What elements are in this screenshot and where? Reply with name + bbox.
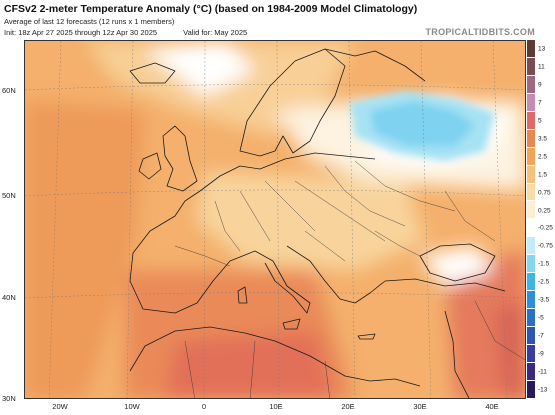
finland-coast xyxy=(324,48,426,82)
color-scale-swatch xyxy=(527,273,535,292)
iceland-coast xyxy=(129,62,176,84)
color-scale-label: -5 xyxy=(538,314,544,322)
color-scale-label: 1.5 xyxy=(538,171,548,179)
map-header: CFSv2 2-meter Temperature Anomaly (°C) (… xyxy=(0,0,555,40)
sicily-coast xyxy=(282,318,301,330)
color-scale-swatch xyxy=(527,40,535,58)
color-scale-label: -13 xyxy=(538,386,548,394)
color-scale-swatch xyxy=(527,362,535,381)
lon-label-10w: 10W xyxy=(124,402,140,411)
color-scale-label: -0.75 xyxy=(538,242,553,250)
great-britain-coast xyxy=(162,125,198,192)
color-scale-swatch xyxy=(527,291,535,310)
ireland-coast xyxy=(138,152,162,180)
lon-label-20e: 20E xyxy=(341,402,355,411)
init-text: Init: 18z Apr 27 2025 through 12z Apr 30… xyxy=(4,28,158,37)
color-scale-label: 3.5 xyxy=(538,135,548,143)
lon-label-40e: 40E xyxy=(485,402,499,411)
central-europe-light xyxy=(195,171,425,271)
crete-coast xyxy=(357,333,376,340)
color-scale-swatch xyxy=(527,309,535,327)
atlantic-warm-region xyxy=(25,101,145,398)
color-scale-label: 0.75 xyxy=(538,189,551,197)
cold-anomaly-core xyxy=(370,101,475,146)
color-scale-label: 11 xyxy=(538,63,545,71)
color-scale-swatch xyxy=(527,129,535,148)
color-scale-label: 7 xyxy=(538,99,542,107)
init-valid-line: Init: 18z Apr 27 2025 through 12z Apr 30… xyxy=(4,28,247,37)
color-scale-label: 13 xyxy=(538,45,546,53)
color-scale-swatch xyxy=(527,380,535,399)
iberia-france-coast xyxy=(129,200,256,314)
color-scale-label: 0.25 xyxy=(538,207,551,215)
anatolia-coast xyxy=(384,278,506,292)
color-scale-label: -7 xyxy=(538,332,544,340)
north-europe-coast xyxy=(184,152,376,202)
lat-label-40n: 40N xyxy=(2,293,16,302)
graticule xyxy=(25,41,525,398)
anomaly-map xyxy=(24,40,526,399)
lat-label-60n: 60N xyxy=(2,86,16,95)
color-scale-label: 9 xyxy=(538,81,542,89)
color-scale-label: -2.5 xyxy=(538,278,550,286)
corsica-sardinia-coast xyxy=(237,286,248,304)
arabia-hot-region xyxy=(495,301,525,398)
black-sea-coast xyxy=(419,243,496,282)
color-scale-swatch xyxy=(527,255,535,274)
levant-coast xyxy=(444,310,470,398)
color-scale-label: -0.25 xyxy=(538,224,553,232)
color-scale-label: -3.5 xyxy=(538,296,550,304)
scandinavia-coast xyxy=(239,48,346,157)
color-scale-swatch xyxy=(527,201,535,220)
brand-watermark[interactable]: TROPICALTIDBITS.COM xyxy=(425,27,535,37)
sahara-hot-region xyxy=(165,331,335,398)
lon-label-30e: 30E xyxy=(413,402,427,411)
color-scale-swatch xyxy=(527,165,535,184)
map-title: CFSv2 2-meter Temperature Anomaly (°C) (… xyxy=(4,3,418,15)
lat-label-50n: 50N xyxy=(2,191,16,200)
color-scale-swatch xyxy=(527,57,535,76)
color-scale-bar xyxy=(527,40,535,399)
color-scale-swatch xyxy=(527,344,535,363)
lon-label-20w: 20W xyxy=(52,402,68,411)
north-africa-coast xyxy=(129,326,421,387)
color-scale-swatch xyxy=(527,219,535,238)
lat-label-30n: 30N xyxy=(2,394,16,403)
color-scale-swatch xyxy=(527,237,535,256)
lon-label-0: 0 xyxy=(201,402,207,411)
color-scale-swatch xyxy=(527,75,535,94)
color-scale-swatch xyxy=(527,93,535,112)
color-scale-label: 2.5 xyxy=(538,153,548,161)
color-scale-label: -9 xyxy=(538,350,544,358)
anomaly-field xyxy=(25,41,525,398)
coastlines xyxy=(129,48,506,398)
balkans-coast xyxy=(286,245,386,304)
norwegian-sea-neutral xyxy=(145,41,255,96)
color-scale-swatch xyxy=(527,147,535,166)
italy-coast xyxy=(254,250,311,314)
color-scale-label: -11 xyxy=(538,368,547,376)
color-scale-label: 5 xyxy=(538,117,542,125)
map-subtitle: Average of last 12 forecasts (12 runs x … xyxy=(4,17,175,26)
color-scale-swatch xyxy=(527,327,535,345)
color-scale-swatch xyxy=(527,183,535,202)
country-borders xyxy=(174,160,525,398)
color-scale-swatch xyxy=(527,111,535,130)
lon-label-10e: 10E xyxy=(269,402,283,411)
valid-text: Valid for: May 2025 xyxy=(183,28,248,37)
color-scale-label: -1.5 xyxy=(538,260,550,268)
